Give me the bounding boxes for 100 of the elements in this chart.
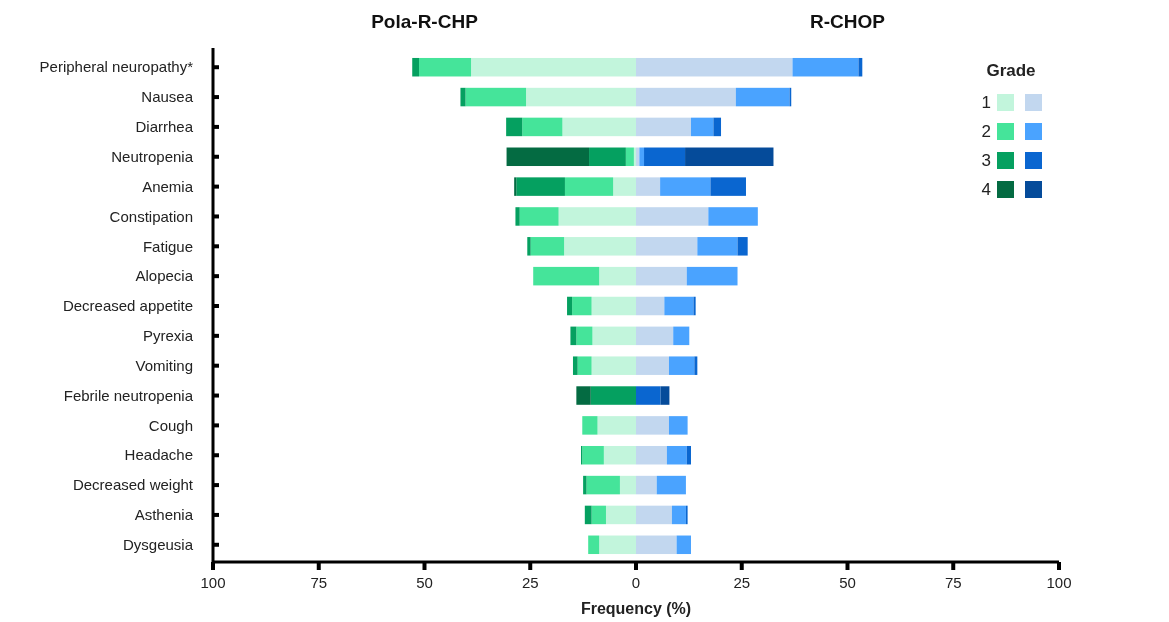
y-tick-label: Decreased appetite bbox=[62, 297, 193, 315]
bar bbox=[668, 416, 688, 435]
bar bbox=[644, 147, 686, 167]
bar bbox=[636, 57, 793, 77]
y-tick-label: Diarrhea bbox=[135, 118, 194, 136]
bar bbox=[708, 207, 758, 226]
y-tick-label: Fatigue bbox=[142, 237, 193, 255]
bar bbox=[506, 147, 590, 167]
y-tick-label: Alopecia bbox=[135, 267, 194, 285]
bar bbox=[576, 326, 593, 346]
y-tick-label: Headache bbox=[124, 446, 193, 464]
legend-title: Grade bbox=[986, 61, 1036, 80]
bar bbox=[671, 505, 686, 525]
bar bbox=[582, 416, 598, 435]
bar bbox=[636, 535, 677, 555]
bar bbox=[633, 147, 636, 167]
x-tick-label: 50 bbox=[839, 574, 856, 591]
bar bbox=[636, 386, 661, 405]
bar bbox=[558, 207, 636, 226]
y-tick-label: Constipation bbox=[109, 207, 193, 225]
bar bbox=[697, 237, 738, 256]
y-tick-label: Anemia bbox=[142, 177, 194, 195]
bar bbox=[583, 475, 587, 495]
y-tick-label: Neutropenia bbox=[111, 148, 194, 166]
bar bbox=[516, 177, 565, 196]
bar bbox=[656, 475, 686, 495]
bar bbox=[636, 505, 672, 525]
bar bbox=[619, 475, 636, 495]
bar bbox=[636, 445, 667, 465]
bar bbox=[636, 237, 698, 256]
y-tick-label: Nausea bbox=[141, 88, 194, 106]
x-tick-label: 75 bbox=[310, 574, 328, 591]
bar bbox=[564, 177, 614, 196]
bar bbox=[737, 237, 748, 256]
y-tick-label: Vomiting bbox=[135, 356, 193, 374]
bar bbox=[664, 296, 694, 316]
bar bbox=[533, 266, 600, 286]
bar bbox=[522, 117, 563, 137]
bar bbox=[589, 147, 626, 167]
bar bbox=[636, 416, 669, 435]
text: Pola-R-CHP bbox=[371, 11, 479, 32]
x-tick-label: 25 bbox=[521, 574, 539, 591]
bar bbox=[586, 475, 620, 495]
bar bbox=[713, 117, 722, 137]
bar bbox=[676, 535, 691, 555]
bar bbox=[570, 326, 577, 346]
bar bbox=[686, 445, 691, 465]
bar bbox=[584, 505, 592, 525]
bar bbox=[685, 147, 774, 167]
x-tick-label: 100 bbox=[1046, 574, 1072, 591]
bar bbox=[660, 177, 711, 196]
bar bbox=[693, 296, 696, 316]
bar bbox=[599, 535, 636, 555]
x-tick-label: 75 bbox=[944, 574, 962, 591]
bar bbox=[636, 296, 665, 316]
legend-label: 3 bbox=[981, 150, 991, 170]
bar bbox=[591, 296, 636, 316]
y-tick-label: Pyrexia bbox=[142, 327, 194, 345]
legend-label: 2 bbox=[981, 121, 991, 141]
bar bbox=[636, 266, 687, 286]
legend-label: 4 bbox=[981, 179, 991, 199]
bar bbox=[673, 326, 690, 346]
bar bbox=[668, 356, 695, 375]
bar bbox=[564, 237, 636, 256]
y-tick-label: Decreased weight bbox=[72, 476, 194, 494]
bar bbox=[412, 57, 419, 77]
bar bbox=[660, 386, 670, 405]
bar bbox=[562, 117, 636, 137]
bar bbox=[465, 87, 527, 107]
bar bbox=[613, 177, 636, 196]
bar bbox=[605, 505, 636, 525]
bar bbox=[419, 57, 472, 77]
bar bbox=[636, 177, 661, 196]
bar bbox=[572, 356, 578, 375]
bar bbox=[572, 296, 592, 316]
x-tick-label: 0 bbox=[631, 574, 641, 591]
y-tick-label: Cough bbox=[148, 416, 193, 434]
bar bbox=[514, 177, 517, 196]
bar bbox=[710, 177, 746, 196]
bar bbox=[694, 356, 698, 375]
bar bbox=[515, 207, 520, 226]
bar bbox=[460, 87, 466, 107]
bar bbox=[591, 356, 636, 375]
bar bbox=[599, 266, 636, 286]
bar bbox=[577, 356, 592, 375]
bar bbox=[666, 445, 687, 465]
bar bbox=[858, 57, 863, 77]
bar bbox=[582, 445, 604, 465]
bar bbox=[471, 57, 636, 77]
bar bbox=[690, 117, 714, 137]
bar bbox=[576, 386, 591, 405]
bar bbox=[686, 266, 738, 286]
bar bbox=[519, 207, 559, 226]
legend-label: 1 bbox=[981, 92, 991, 112]
bar bbox=[597, 416, 636, 435]
bar bbox=[625, 147, 634, 167]
x-tick-label: 100 bbox=[200, 574, 226, 591]
bar bbox=[588, 535, 600, 555]
bar bbox=[792, 57, 859, 77]
bar bbox=[636, 87, 736, 107]
